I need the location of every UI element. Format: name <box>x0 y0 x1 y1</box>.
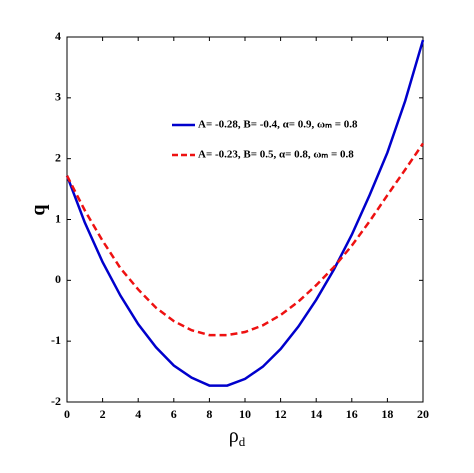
series-line <box>65 142 425 337</box>
x-tick-label: 20 <box>417 407 429 421</box>
x-tick-label: 8 <box>206 407 212 421</box>
x-tick-label: 18 <box>381 407 393 421</box>
series-line <box>65 39 425 387</box>
x-label-main: ρ <box>229 425 239 447</box>
y-axis-label: q <box>28 204 50 215</box>
y-tick-label: 3 <box>55 90 61 104</box>
y-tick-label: 1 <box>55 211 61 225</box>
x-tick-label: 10 <box>239 407 251 421</box>
x-tick-label: 14 <box>310 407 322 421</box>
y-tick-label: 4 <box>55 29 61 43</box>
y-tick-label: -1 <box>51 333 61 347</box>
x-tick-label: 0 <box>64 407 70 421</box>
x-tick-label: 2 <box>100 407 106 421</box>
legend-label: A= -0.23, B= 0.5, α= 0.8, ωₘ = 0.8 <box>198 149 354 161</box>
y-tick-label: 2 <box>55 150 61 164</box>
legend-label: A= -0.28, B= -0.4, α= 0.9, ωₘ = 0.8 <box>198 119 358 131</box>
x-tick-label: 6 <box>171 407 177 421</box>
y-tick-label: 0 <box>55 272 61 286</box>
x-tick-label: 12 <box>275 407 287 421</box>
x-axis-label: ρd <box>229 425 246 449</box>
plot-frame <box>66 36 424 403</box>
x-tick-label: 16 <box>346 407 358 421</box>
x-tick-label: 4 <box>135 407 141 421</box>
y-tick-label: -2 <box>51 394 61 408</box>
x-label-sub: d <box>239 434 246 449</box>
